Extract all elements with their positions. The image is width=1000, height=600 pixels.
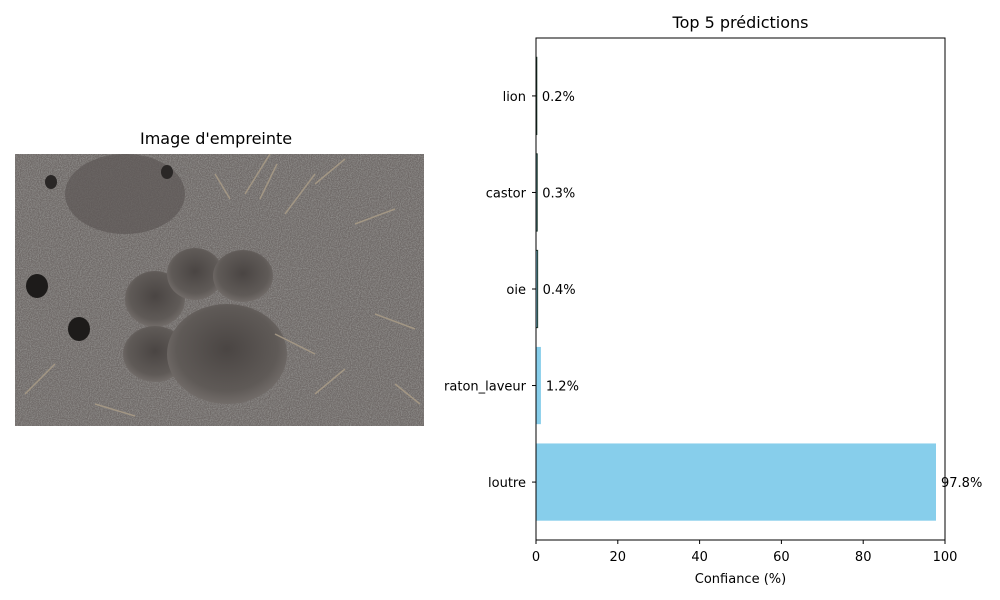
bar-loutre <box>536 443 937 521</box>
chart-title: Top 5 prédictions <box>672 13 809 32</box>
plot-frame <box>535 37 946 541</box>
x-tick-label: 40 <box>691 550 708 565</box>
x-axis-label: Confiance (%) <box>695 572 786 587</box>
x-tick-label: 100 <box>933 550 958 565</box>
x-tick-label: 80 <box>855 550 872 565</box>
value-label-lion: 0.2% <box>542 90 575 105</box>
bar-raton_laveur <box>536 346 541 425</box>
value-label-castor: 0.3% <box>542 186 575 201</box>
image-panel-title: Image d'empreinte <box>140 129 293 148</box>
y-tick-label-lion: lion <box>503 90 526 105</box>
y-tick-label-oie: oie <box>506 283 526 298</box>
x-tick-label: 20 <box>610 550 627 565</box>
value-label-raton_laveur: 1.2% <box>546 380 579 395</box>
y-tick-label-loutre: loutre <box>488 476 526 491</box>
x-tick-label: 0 <box>532 550 540 565</box>
value-label-loutre: 97.8% <box>941 476 982 491</box>
y-tick-label-raton_laveur: raton_laveur <box>444 380 527 395</box>
value-label-oie: 0.4% <box>543 283 576 298</box>
y-tick-label-castor: castor <box>486 186 527 201</box>
x-tick-label: 60 <box>773 550 790 565</box>
paw-print-photo <box>15 154 424 426</box>
